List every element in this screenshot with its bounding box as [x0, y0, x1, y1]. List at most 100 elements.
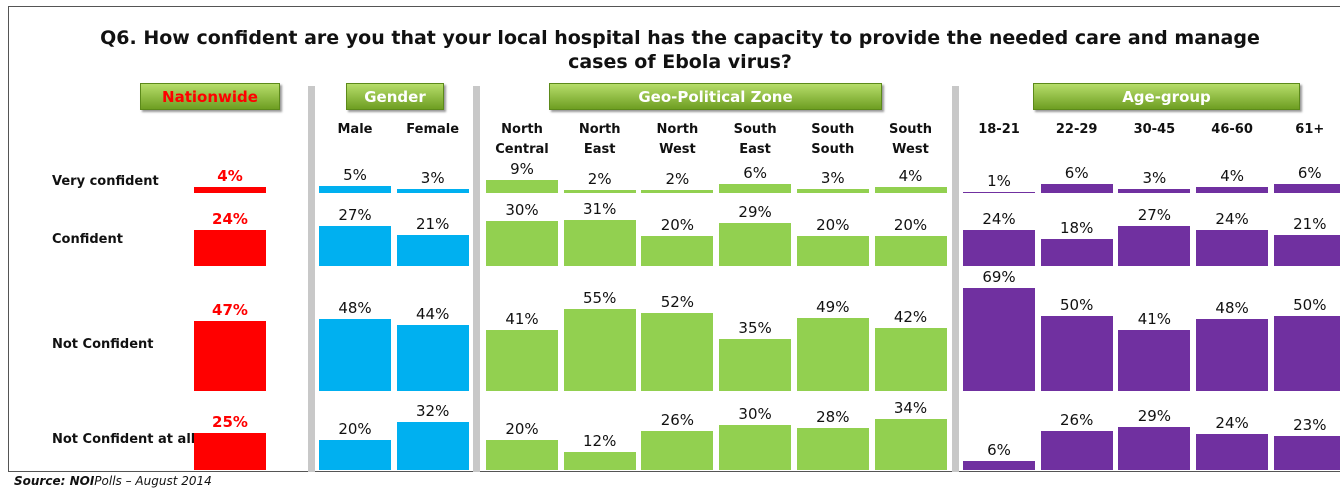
bar [963, 191, 1035, 193]
bar [396, 422, 469, 470]
column-header: North West [656, 122, 699, 157]
group-header: Nationwide [140, 83, 280, 110]
bar [194, 187, 266, 193]
column-header: South East [733, 122, 777, 157]
bar [486, 329, 558, 391]
bar [1040, 431, 1113, 470]
bar [963, 461, 1035, 470]
value-label: 23% [1293, 415, 1327, 434]
value-label: 6% [743, 164, 767, 182]
bar [1273, 234, 1340, 266]
bar [1118, 329, 1191, 391]
value-label: 34% [893, 399, 928, 417]
bar [641, 236, 714, 266]
value-label: 24% [1215, 414, 1249, 432]
column-header: 22-29 [1055, 122, 1098, 137]
bar [194, 320, 266, 391]
value-label: 4% [898, 167, 923, 185]
value-label: 20% [505, 420, 539, 438]
bar [874, 328, 947, 391]
column-header: Male [337, 122, 373, 137]
frame [8, 6, 1340, 472]
column-header: Female [406, 122, 460, 137]
value-label: 6% [987, 441, 1011, 459]
bar [641, 431, 714, 470]
value-label: 28% [816, 408, 850, 426]
value-label: 24% [982, 210, 1016, 228]
bar [396, 188, 469, 193]
value-label: 3% [420, 168, 445, 187]
value-label: 6% [1297, 164, 1322, 182]
chart-title: Q6. How confident are you that your loca… [100, 27, 1260, 73]
value-label: 32% [416, 402, 450, 420]
source-rest: Polls – August 2014 [94, 474, 212, 488]
value-label: 1% [987, 171, 1011, 190]
separator [952, 86, 959, 472]
value-label: 30% [738, 405, 772, 423]
bar [874, 187, 947, 193]
source-bold: Source: NOI [14, 474, 95, 488]
value-label: 6% [1064, 164, 1089, 182]
bar [719, 425, 792, 470]
value-label: 3% [820, 168, 845, 187]
group-header: Age-group [1033, 83, 1300, 110]
bar [796, 188, 869, 193]
value-label: 50% [1060, 296, 1094, 314]
bar [1040, 316, 1113, 391]
column-header: South West [888, 122, 933, 157]
value-label: 20% [660, 216, 695, 234]
bar [194, 230, 266, 266]
value-label: 26% [1060, 411, 1094, 429]
bar [1273, 184, 1340, 193]
bar [963, 287, 1035, 391]
bar [719, 184, 792, 193]
value-label: 21% [1293, 214, 1327, 233]
bar [319, 225, 391, 266]
value-label: 69% [982, 267, 1016, 286]
value-label: 48% [338, 299, 372, 317]
row-label: Very confident [52, 174, 159, 189]
bar [874, 236, 947, 266]
bar [319, 440, 391, 470]
bar [719, 338, 792, 391]
value-label: 31% [583, 199, 617, 218]
bar [1118, 426, 1191, 470]
value-label: 26% [660, 411, 695, 429]
value-label: 20% [338, 420, 372, 438]
value-label: 55% [583, 288, 617, 307]
value-label: 27% [1137, 205, 1172, 224]
group-header: Gender [346, 83, 444, 110]
value-label: 52% [660, 293, 695, 311]
value-label: 48% [1215, 299, 1249, 317]
value-label: 20% [816, 216, 850, 234]
value-label: 41% [505, 309, 539, 328]
value-label: 41% [1137, 309, 1172, 328]
value-label: 24% [1215, 210, 1249, 228]
bar [1196, 319, 1269, 391]
bar [1273, 316, 1340, 391]
row-label: Not Confident [52, 337, 154, 352]
column-header: 30-45 [1133, 122, 1176, 137]
bar [963, 230, 1035, 266]
bar [641, 190, 714, 193]
column-header: 61+ [1295, 122, 1325, 137]
bar [563, 308, 636, 391]
bar [563, 219, 636, 266]
bar [1040, 239, 1113, 266]
bar [1118, 188, 1191, 193]
bar [563, 190, 636, 193]
bar [319, 319, 391, 391]
value-label: 47% [212, 300, 248, 319]
column-header: South South [811, 122, 855, 157]
bar [194, 432, 266, 470]
value-label: 2% [665, 170, 690, 188]
value-label: 18% [1060, 219, 1094, 237]
group-header: Geo-Political Zone [549, 83, 882, 110]
bar [486, 221, 558, 266]
row-label: Confident [52, 232, 123, 247]
bar [719, 222, 792, 266]
value-label: 5% [343, 165, 367, 184]
value-label: 29% [1137, 406, 1172, 425]
column-header: 46-60 [1211, 122, 1253, 137]
value-label: 12% [583, 432, 617, 450]
